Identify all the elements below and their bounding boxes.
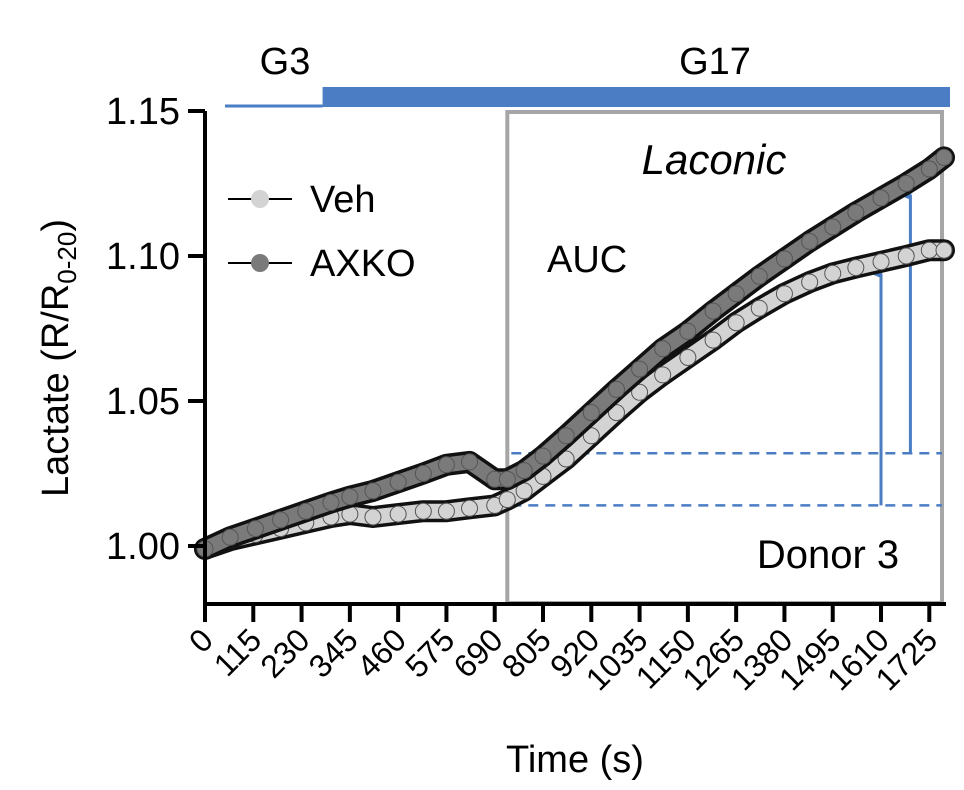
x-axis-label: Time (s) [506, 739, 644, 781]
series-axko-point [364, 482, 382, 500]
series-veh-point [389, 505, 407, 523]
donor-label: Donor 3 [757, 533, 899, 577]
series-veh-point [920, 241, 938, 259]
series-axko-point [872, 189, 890, 207]
legend-marker-veh [251, 190, 269, 208]
series-veh-point [414, 502, 432, 520]
series-axko-point [750, 267, 768, 285]
legend-item-axko: AXKO [228, 243, 416, 285]
series-axko-point [515, 462, 533, 480]
legend-item-veh: Veh [228, 179, 376, 221]
series-axko-point [534, 447, 552, 465]
legend-label-veh: Veh [310, 179, 376, 221]
y-axis-label-main: Lactate (R/R [35, 284, 77, 497]
series-veh-point [897, 247, 915, 265]
glucose-bar: G3 G17 [225, 41, 950, 108]
x-ticks: 0115230345460575690805920103511501265138… [182, 604, 944, 697]
y-tick-label: 1.15 [106, 91, 180, 133]
y-tick-label: 1.05 [106, 381, 180, 423]
series-veh-point [582, 427, 600, 445]
series-veh-point [364, 508, 382, 526]
series-veh-point [654, 366, 672, 384]
series-axko-point [897, 175, 915, 192]
y-tick-label: 1.10 [106, 236, 180, 278]
series-axko-point [824, 218, 842, 236]
auc-label: AUC [547, 239, 627, 281]
series-axko-point [498, 470, 516, 488]
series-axko-point [461, 453, 479, 471]
arrows [870, 190, 912, 506]
series-axko-point [437, 456, 455, 474]
series-axko-point [341, 488, 359, 506]
y-ticks: 1.00 1.05 1.10 1.15 [106, 91, 205, 568]
series-veh-point [437, 502, 455, 520]
series-axko-point [704, 302, 722, 320]
glucose-high-label: G17 [679, 41, 751, 83]
series-veh-point [847, 259, 865, 277]
legend-marker-axko [251, 254, 269, 272]
series-axko-point [935, 148, 953, 166]
series-axko-point [297, 502, 315, 520]
auc-box [505, 110, 944, 605]
sensor-label: Laconic [642, 136, 787, 183]
series-veh-point [727, 314, 745, 332]
series-layer [194, 146, 955, 560]
y-axis-label-end: ) [35, 219, 77, 232]
series-veh-point [631, 383, 649, 401]
series-axko-point [847, 204, 865, 221]
series-axko-point [775, 250, 793, 268]
glucose-low-label: G3 [260, 41, 311, 83]
series-veh-point [824, 264, 842, 282]
series-axko-point [679, 322, 697, 340]
series-veh-point [498, 491, 516, 509]
series-veh-point [775, 285, 793, 303]
y-axis-label: Lactate (R/R0-20) [35, 219, 82, 497]
series-axko-point [557, 427, 575, 445]
series-veh-point [461, 499, 479, 517]
series-axko-point [414, 465, 432, 482]
series-veh-point [801, 273, 819, 291]
series-axko-point [322, 494, 340, 511]
series-axko [194, 146, 955, 560]
series-axko-point [631, 360, 649, 378]
series-axko-point [246, 520, 264, 538]
series-axko-point [582, 404, 600, 422]
series-axko-point [272, 511, 290, 529]
y-tick-label: 1.00 [106, 526, 180, 568]
series-axko-point [654, 340, 672, 358]
series-axko-point [920, 160, 938, 178]
series-veh-point [679, 349, 697, 366]
series-axko-point [801, 233, 819, 250]
series-axko-point [727, 285, 745, 303]
series-veh-point [557, 450, 575, 468]
series-axko-point [221, 528, 239, 546]
legend: Veh AXKO [228, 179, 416, 285]
series-axko-point [389, 473, 407, 491]
series-axko-point [607, 380, 625, 398]
series-veh-point [872, 253, 890, 271]
series-veh-point [935, 241, 953, 259]
series-veh-point [607, 404, 625, 422]
y-axis-label-sub: 0-20 [52, 232, 82, 284]
series-veh-point [750, 299, 768, 317]
legend-label-axko: AXKO [310, 243, 416, 285]
series-veh-point [704, 331, 722, 349]
